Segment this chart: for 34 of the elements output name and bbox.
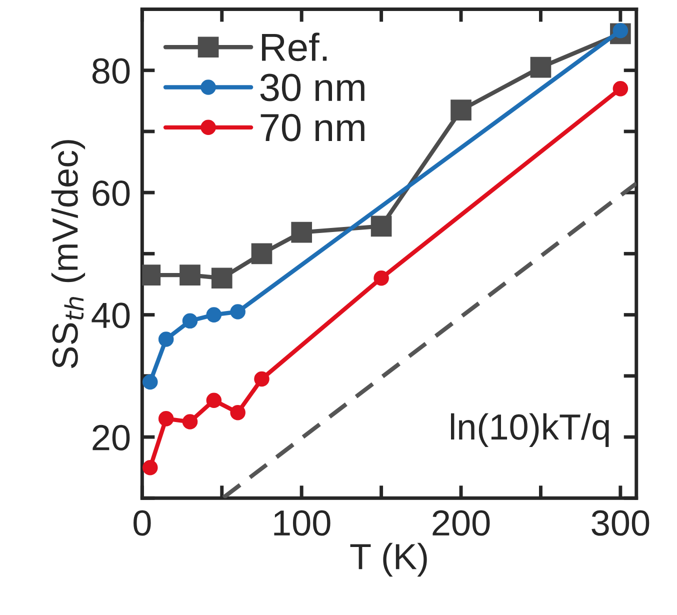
y-tick-label: 20 xyxy=(92,424,130,450)
point xyxy=(230,404,246,420)
point xyxy=(158,332,174,347)
point xyxy=(230,304,246,320)
point xyxy=(182,313,198,329)
point xyxy=(254,371,270,387)
x-tick-label: 300 xyxy=(592,510,650,536)
point xyxy=(158,411,174,426)
x-tick-label: 100 xyxy=(274,510,330,536)
point xyxy=(291,222,312,243)
point xyxy=(142,460,158,476)
point xyxy=(142,374,158,390)
point xyxy=(206,307,222,322)
y-axis-title: SS$_{th}$ (mV/dec) xyxy=(51,140,86,368)
point xyxy=(370,216,392,237)
point xyxy=(180,264,200,286)
point xyxy=(206,392,222,408)
annotation: ln(10)kT/q xyxy=(451,413,609,447)
point xyxy=(612,81,628,96)
y-tick-label: 40 xyxy=(92,302,130,328)
x-axis-title: T (K) xyxy=(350,542,427,577)
point xyxy=(374,270,389,286)
point xyxy=(211,268,232,289)
point xyxy=(450,100,472,120)
point xyxy=(530,56,552,78)
x-tick-label: 200 xyxy=(432,510,490,536)
point xyxy=(182,414,198,430)
point xyxy=(251,243,272,264)
x-tick-label: 0 xyxy=(134,510,151,536)
legend-label: Ref. xyxy=(262,32,327,62)
y-tick-label: 80 xyxy=(92,58,130,84)
legend-label: 30 nm xyxy=(260,74,364,102)
legend-label: 70 nm xyxy=(260,114,364,142)
y-tick-label: 60 xyxy=(92,180,130,206)
